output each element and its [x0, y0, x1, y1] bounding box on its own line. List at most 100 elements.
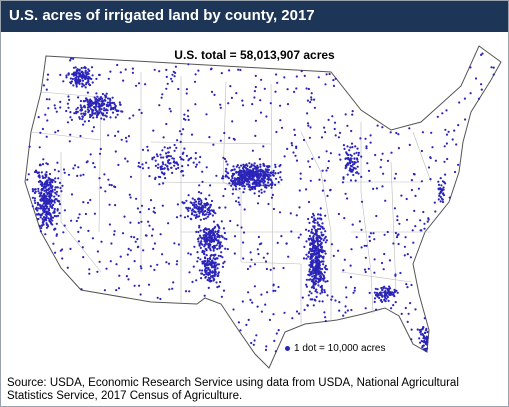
dot — [213, 236, 216, 239]
dot — [330, 298, 333, 301]
dot — [156, 263, 159, 266]
dot — [374, 293, 378, 296]
dot — [105, 267, 108, 270]
dot — [203, 294, 206, 297]
dot — [53, 214, 56, 218]
dot — [51, 185, 54, 188]
dot — [161, 161, 164, 164]
dot — [423, 317, 426, 320]
dot — [430, 131, 433, 134]
dot — [166, 82, 169, 85]
dot — [321, 267, 324, 271]
dot — [322, 239, 325, 242]
dot — [274, 350, 277, 353]
dot — [54, 177, 57, 180]
dot — [410, 328, 413, 331]
dot — [344, 167, 347, 170]
dot — [89, 198, 92, 202]
dot — [253, 90, 256, 93]
dot — [72, 66, 76, 69]
dot — [383, 298, 386, 301]
us-map — [24, 45, 502, 369]
dot — [249, 298, 252, 301]
dot — [346, 173, 349, 176]
dot — [422, 326, 425, 329]
dot — [210, 199, 214, 203]
dot — [115, 263, 118, 266]
dot — [319, 214, 322, 217]
dot — [333, 127, 336, 131]
dot — [264, 186, 267, 189]
dot — [311, 242, 314, 246]
dot — [50, 199, 53, 202]
dot — [305, 257, 308, 260]
dot — [310, 96, 313, 99]
dot — [249, 178, 252, 181]
dot — [83, 113, 86, 116]
dot — [355, 171, 359, 174]
dot — [345, 151, 348, 154]
dot — [28, 145, 31, 148]
dot — [93, 96, 96, 99]
dot — [326, 268, 329, 271]
dot — [439, 200, 442, 203]
dot — [206, 278, 209, 282]
dot — [271, 181, 274, 184]
dot — [158, 70, 161, 73]
dot — [318, 300, 321, 303]
dot — [437, 183, 441, 186]
dot — [270, 171, 273, 174]
dot — [305, 283, 308, 286]
dot — [308, 268, 311, 271]
dot — [149, 265, 152, 268]
dot — [211, 214, 214, 217]
dot — [168, 146, 172, 149]
dot — [448, 196, 451, 199]
dot — [267, 202, 270, 206]
dot — [46, 211, 50, 214]
dot — [47, 208, 50, 211]
dot — [260, 78, 263, 81]
dot — [399, 271, 402, 275]
dot — [127, 267, 130, 270]
dot — [312, 225, 315, 228]
dot — [113, 233, 116, 236]
dot — [80, 74, 83, 77]
dot — [314, 290, 317, 293]
dot — [406, 253, 409, 256]
dot — [108, 223, 111, 226]
dot — [427, 166, 431, 169]
dot — [111, 111, 115, 114]
dot — [181, 152, 184, 155]
dot — [406, 286, 409, 289]
dot — [242, 181, 245, 184]
dot — [49, 178, 52, 181]
dot — [265, 267, 268, 271]
dot — [424, 342, 427, 345]
dot — [420, 149, 423, 153]
dot — [290, 230, 293, 233]
dot — [275, 332, 278, 335]
dot — [88, 268, 91, 271]
dot — [209, 212, 212, 215]
dot — [96, 250, 99, 253]
dot — [243, 169, 246, 172]
dot — [209, 184, 212, 187]
dot — [185, 92, 188, 95]
dot — [396, 219, 399, 222]
dot — [272, 313, 275, 316]
dot — [45, 226, 49, 229]
dot — [369, 141, 372, 144]
dot — [249, 171, 252, 174]
dot — [417, 187, 420, 190]
dot — [429, 156, 432, 160]
dot — [257, 169, 260, 172]
dot — [303, 245, 306, 248]
dot — [82, 75, 85, 78]
dot — [134, 240, 137, 243]
dot — [216, 230, 219, 233]
dot — [174, 71, 177, 74]
dot — [117, 287, 121, 290]
dot — [68, 98, 71, 101]
